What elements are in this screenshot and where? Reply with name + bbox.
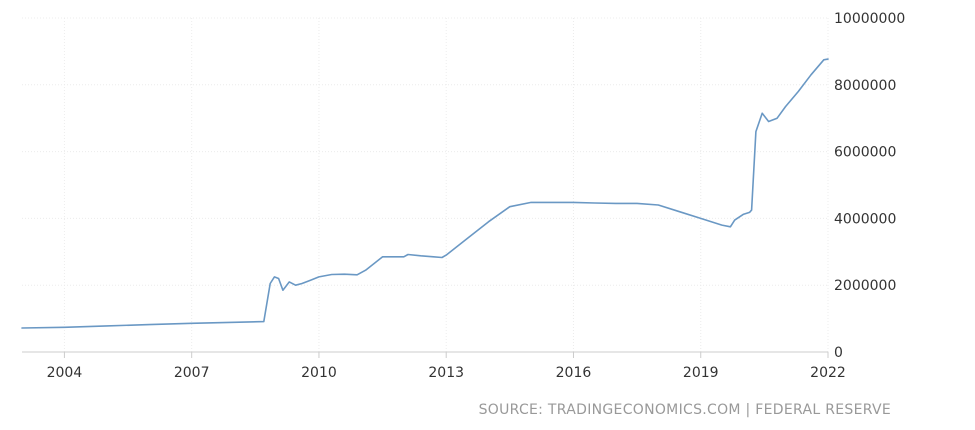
x-tick-labels: 2004 2007 2010 2013 2016 2019 2022 <box>47 365 846 381</box>
y-tick-label: 0 <box>834 345 843 361</box>
x-tick-label: 2022 <box>810 365 846 381</box>
y-tick-label: 4000000 <box>834 211 896 227</box>
x-tick-label: 2004 <box>47 365 83 381</box>
y-tick-label: 8000000 <box>834 78 896 94</box>
x-tick-label: 2013 <box>428 365 464 381</box>
x-tick-label: 2019 <box>683 365 719 381</box>
x-axis <box>22 351 829 358</box>
y-tick-label: 6000000 <box>834 145 896 161</box>
y-tick-label: 10000000 <box>834 11 905 27</box>
x-tick-label: 2007 <box>174 365 210 381</box>
y-tick-label: 2000000 <box>834 278 896 294</box>
x-tick-label: 2016 <box>556 365 592 381</box>
x-tick-label: 2010 <box>301 365 337 381</box>
source-credit: SOURCE: TRADINGECONOMICS.COM | FEDERAL R… <box>478 402 891 418</box>
series-line <box>21 58 829 329</box>
series-layer <box>21 58 829 329</box>
grid <box>22 17 829 352</box>
y-tick-labels: 0 2000000 4000000 6000000 8000000 10000000 <box>834 11 905 361</box>
